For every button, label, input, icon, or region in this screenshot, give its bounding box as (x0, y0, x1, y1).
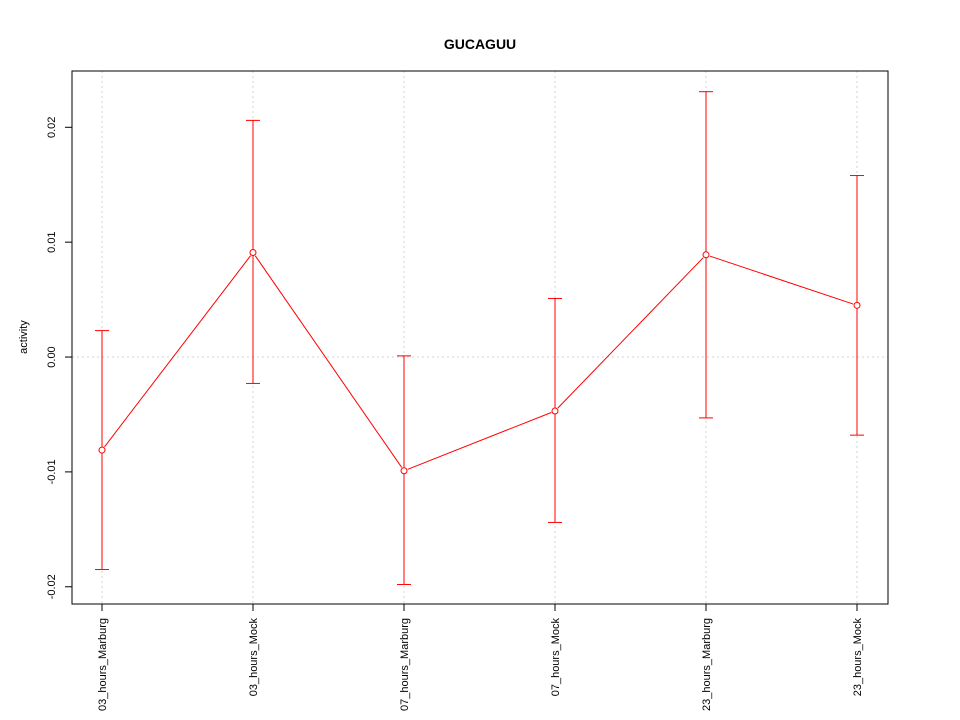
y-tick-label: 0.02 (46, 117, 58, 138)
series-line-segment (557, 257, 704, 409)
series-line-segment (407, 412, 552, 470)
x-tick-label: 07_hours_Marburg (399, 618, 411, 711)
data-layer (95, 91, 864, 585)
series-line-segment (104, 255, 251, 448)
data-point (249, 248, 257, 256)
data-point (400, 467, 408, 475)
x-tick-label: 03_hours_Mock (248, 618, 260, 697)
data-point (702, 251, 710, 259)
y-tick-label: 0.01 (46, 231, 58, 252)
x-tick-label: 23_hours_Mock (852, 618, 864, 697)
y-tick-label: 0.00 (46, 346, 58, 367)
y-axis-label: activity (18, 320, 30, 354)
data-point (551, 407, 559, 415)
series-line-segment (709, 255, 854, 305)
chart-title: GUCAGUU (444, 36, 516, 52)
axis-layer: -0.02 -0.01 0.00 0.01 0.02 03_hours_Marburg 03… (46, 117, 864, 711)
grid-layer (101, 71, 858, 604)
x-tick-label: 23_hours_Marburg (701, 618, 713, 711)
data-point (853, 301, 861, 309)
x-tick-label: 07_hours_Mock (550, 618, 562, 697)
x-tick-label: 03_hours_Marburg (97, 618, 109, 711)
y-tick-label: -0.01 (46, 459, 58, 484)
series-line-segment (254, 255, 403, 468)
plot-frame (71, 70, 889, 605)
data-point (98, 446, 106, 454)
y-tick-label: -0.02 (46, 574, 58, 599)
